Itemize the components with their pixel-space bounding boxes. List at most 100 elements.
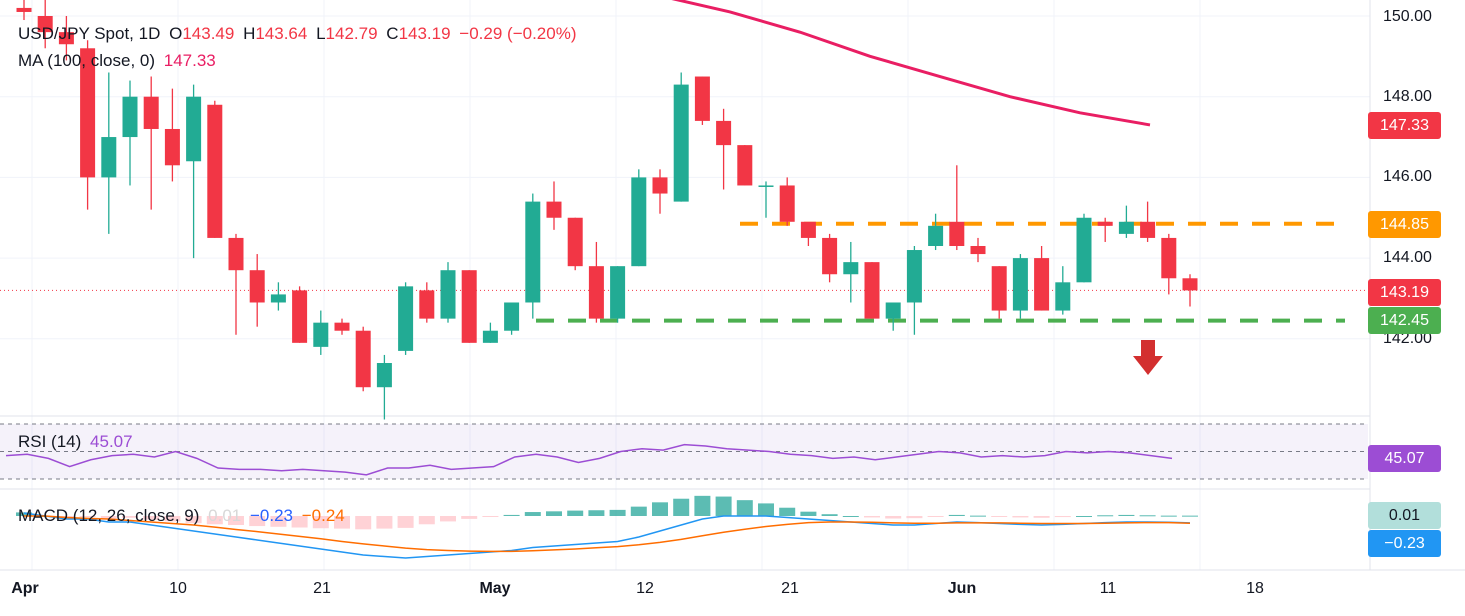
candle-body — [1118, 221, 1134, 234]
candle-body — [970, 245, 986, 255]
macd-histogram-bar — [715, 496, 732, 516]
close-value: 143.19 — [398, 24, 451, 43]
macd-histogram-bar — [567, 510, 584, 516]
macd-histogram-bar — [418, 516, 435, 525]
macd-signal-value: −0.24 — [301, 506, 345, 525]
down-arrow-icon — [1133, 356, 1163, 375]
time-tick: 21 — [313, 580, 331, 597]
macd-histogram-bar — [503, 514, 520, 516]
macd-histogram-bar — [16, 512, 32, 516]
candle-body — [143, 96, 159, 129]
candle-body — [186, 96, 202, 162]
low-label: L — [316, 24, 326, 43]
candle-body — [1055, 282, 1071, 311]
ma-label: MA (100, close, 0) — [18, 51, 156, 70]
macd-histogram-bar — [270, 516, 287, 527]
macd-histogram-bar — [630, 506, 647, 516]
last-price-tag: 143.19 — [1368, 279, 1441, 306]
macd-histogram-bar — [440, 516, 456, 522]
macd-histogram-bar — [1118, 514, 1135, 516]
macd-histogram-bar — [355, 516, 372, 530]
candle-body — [313, 322, 329, 347]
candle-body — [58, 32, 74, 45]
candle-body — [37, 16, 53, 33]
macd-histogram-bar — [1139, 515, 1156, 517]
ma-100-line — [671, 0, 1151, 127]
time-tick: 18 — [1246, 580, 1264, 597]
candle-body — [673, 84, 689, 202]
macd-histogram-bar — [1160, 515, 1177, 517]
macd-histogram-bar — [736, 500, 753, 516]
ma-price-tag: 147.33 — [1368, 112, 1441, 139]
macd-histogram-bar — [524, 512, 541, 516]
candle-body — [546, 201, 562, 218]
candle-body — [207, 104, 223, 238]
candle-body — [928, 225, 944, 246]
candle-body — [228, 237, 244, 271]
candle-body — [292, 290, 308, 343]
time-tick: Jun — [947, 580, 977, 597]
candle-body — [334, 322, 350, 331]
time-tick: 10 — [169, 580, 187, 597]
macd-histogram-bar — [779, 507, 796, 516]
macd-histogram-bar — [927, 516, 944, 517]
macd-line-value: −0.23 — [249, 506, 293, 525]
time-tick: May — [479, 580, 511, 597]
macd-histogram-bar — [1182, 515, 1198, 517]
ma-legend: MA (100, close, 0) 147.33 — [18, 51, 220, 71]
candle-body — [694, 76, 710, 121]
candle-body — [249, 270, 265, 303]
candle-body — [376, 363, 392, 388]
macd-histogram-bar — [334, 516, 350, 529]
candle-body — [716, 120, 732, 146]
macd-histogram-bar — [143, 516, 160, 520]
macd-histogram-bar — [546, 511, 562, 516]
macd-histogram-bar — [164, 516, 181, 522]
candle-body — [843, 262, 859, 275]
time-tick: 11 — [1099, 580, 1117, 597]
macd-histogram-bar — [588, 510, 605, 516]
macd-histogram-bar — [694, 495, 711, 516]
macd-histogram-bar — [970, 515, 986, 517]
candle-body — [1097, 221, 1113, 226]
candle-body — [588, 266, 604, 319]
macd-histogram-bar — [673, 498, 690, 516]
candle-body — [631, 177, 647, 267]
high-value: 143.64 — [255, 24, 308, 43]
down-arrow-icon — [1141, 340, 1155, 358]
candle-body — [822, 237, 838, 275]
candle-body — [419, 290, 435, 319]
rsi-legend: RSI (14) 45.07 — [18, 432, 137, 452]
candle-body — [758, 185, 774, 187]
macd-label: MACD (12, 26, close, 9) — [18, 506, 200, 525]
candle-body — [80, 48, 96, 178]
candle-body — [779, 185, 795, 222]
macd-histogram-bar — [821, 514, 838, 516]
candle-body — [1140, 221, 1156, 238]
macd-histogram-bar — [800, 511, 817, 516]
macd-histogram-bar — [885, 516, 902, 519]
candle-body — [652, 177, 668, 194]
candle-body — [101, 137, 117, 178]
candle-body — [906, 250, 922, 303]
macd-histogram-bar — [122, 516, 138, 518]
macd-histogram-bar — [1033, 516, 1050, 518]
macd-histogram-bar — [376, 516, 393, 529]
price-tick: 142.00 — [1383, 330, 1432, 347]
candle-body — [122, 96, 138, 138]
macd-histogram-bar — [906, 516, 923, 519]
candle-body — [1076, 217, 1092, 283]
close-label: C — [386, 24, 399, 43]
support-price-tag: 142.45 — [1368, 307, 1441, 334]
macd-histogram-bar — [1097, 515, 1114, 517]
macd-signal-line — [24, 515, 1191, 553]
time-tick: 12 — [636, 580, 654, 597]
candle-body — [16, 7, 32, 12]
macd-histogram-bar — [1012, 516, 1029, 518]
macd-histogram-bar — [291, 516, 308, 528]
candle-body — [164, 128, 180, 166]
candle-body — [1012, 258, 1028, 311]
macd-histogram-bar — [185, 516, 202, 524]
high-label: H — [243, 24, 256, 43]
